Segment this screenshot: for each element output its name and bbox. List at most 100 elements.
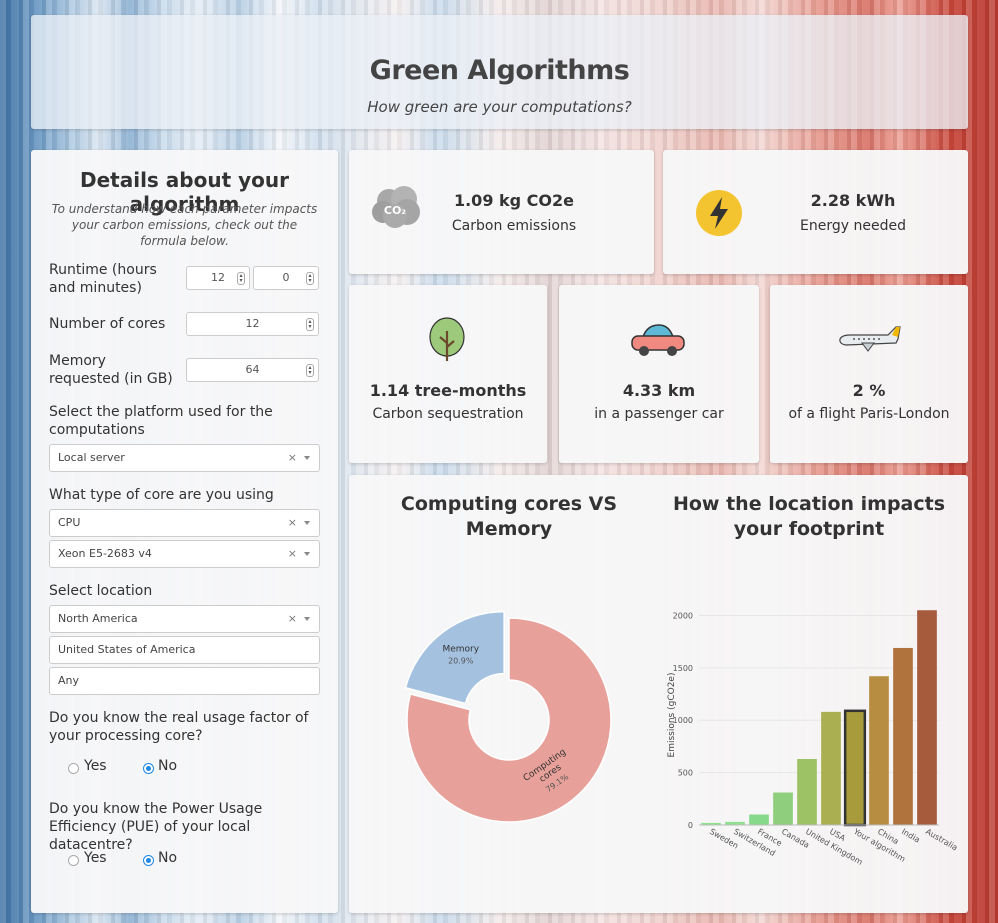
- carbon-emissions-card: CO₂ 1.09 kg CO2e Carbon emissions: [349, 150, 654, 274]
- bar-switzerland: [725, 821, 745, 825]
- flight-caption: of a flight Paris-London: [788, 406, 950, 422]
- cores-spinner-icon[interactable]: ▴ ▾: [306, 318, 314, 331]
- flight-card: 2 % of a flight Paris-London: [770, 285, 968, 463]
- memory-spinner-icon[interactable]: ▴ ▾: [306, 364, 314, 377]
- bar-australia: [917, 610, 937, 825]
- airplane-icon: [839, 326, 901, 352]
- continent-value: North America: [58, 612, 138, 625]
- y-tick-label: 1500: [673, 664, 693, 673]
- platform-label: Select the platform used for the computa…: [49, 404, 273, 438]
- runtime-minutes-value: 0: [282, 271, 290, 284]
- y-tick-label: 0: [688, 821, 693, 830]
- bar-sweden: [701, 822, 721, 825]
- location-label: Select location: [49, 583, 153, 599]
- chevron-down-icon[interactable]: [304, 521, 310, 525]
- cores-input[interactable]: 12 ▴ ▾: [186, 312, 319, 336]
- y-axis-label: Emissions (gCO2e): [667, 673, 677, 758]
- chevron-down-icon[interactable]: [304, 617, 310, 621]
- lightning-icon: [696, 190, 742, 236]
- country-select[interactable]: United States of America: [49, 636, 320, 664]
- bar-canada: [773, 792, 793, 825]
- co2-cloud-icon: CO₂: [372, 186, 420, 228]
- pie-slice-label: Memory 20.9%: [442, 644, 479, 665]
- pue-no-label[interactable]: No: [158, 850, 178, 866]
- core-model-select[interactable]: Xeon E5-2683 v4 ×: [49, 540, 320, 568]
- pie-slice-name: Memory: [442, 644, 479, 654]
- usage-factor-yes-label[interactable]: Yes: [84, 758, 107, 774]
- pie-slice-memory: [404, 610, 505, 705]
- carbon-caption: Carbon emissions: [451, 218, 577, 234]
- bar-china: [869, 676, 889, 825]
- bar-india: [893, 647, 913, 825]
- pue-no-radio[interactable]: [143, 855, 154, 866]
- tree-value: 1.14 tree-months: [369, 381, 527, 400]
- tree-caption: Carbon sequestration: [372, 406, 524, 422]
- cores-label: Number of cores: [49, 316, 166, 332]
- x-tick-label: India: [900, 827, 922, 845]
- co2-icon-text: CO₂: [384, 204, 406, 217]
- carbon-value: 1.09 kg CO2e: [453, 191, 575, 210]
- usage-factor-label: Do you know the real usage factor of you…: [49, 710, 309, 744]
- clear-icon[interactable]: ×: [287, 451, 297, 464]
- car-value: 4.33 km: [622, 381, 696, 400]
- energy-card: 2.28 kWh Energy needed: [663, 150, 968, 274]
- cores-value: 12: [245, 317, 260, 330]
- clear-icon[interactable]: ×: [287, 612, 297, 625]
- car-icon: [631, 324, 685, 356]
- runtime-label: Runtime (hours and minutes): [49, 262, 157, 296]
- app-subtitle: How green are your computations?: [367, 98, 632, 116]
- core-type-label: What type of core are you using: [49, 487, 274, 503]
- bar-united-kingdom: [797, 759, 817, 825]
- y-tick-label: 500: [678, 769, 693, 778]
- runtime-hours-value: 12: [211, 271, 225, 284]
- pue-yes-label[interactable]: Yes: [84, 850, 107, 866]
- y-tick-label: 2000: [673, 611, 693, 620]
- usage-factor-yes-radio[interactable]: [68, 763, 79, 774]
- core-model-value: Xeon E5-2683 v4: [58, 547, 152, 560]
- pie-slice-computing-cores: [406, 617, 612, 823]
- usage-factor-no-radio[interactable]: [143, 763, 154, 774]
- charts-panel: Computing cores VS Memory How the locati…: [349, 475, 968, 913]
- memory-value: 64: [245, 363, 260, 376]
- energy-value: 2.28 kWh: [810, 191, 896, 210]
- pue-yes-radio[interactable]: [68, 855, 79, 866]
- car-distance-card: 4.33 km in a passenger car: [559, 285, 759, 463]
- usage-factor-no-label[interactable]: No: [158, 758, 178, 774]
- bar-france: [749, 814, 769, 825]
- core-type-value: CPU: [58, 516, 81, 529]
- runtime-hours-input[interactable]: 12 ▴ ▾: [186, 266, 250, 290]
- bar-your-algorithm: [843, 709, 867, 827]
- x-tick-label: Australia: [924, 827, 959, 853]
- bar-chart-title: How the location impacts your footprint: [672, 493, 946, 540]
- chevron-down-icon[interactable]: [304, 456, 310, 460]
- form-note: To understand how each parameter impacts…: [51, 202, 318, 248]
- country-value: United States of America: [58, 643, 196, 656]
- region-value: Any: [58, 674, 80, 687]
- form-title: Details about your algorithm: [80, 168, 289, 216]
- hours-spinner-icon[interactable]: ▴ ▾: [237, 272, 245, 285]
- pue-label: Do you know the Power Usage Efficiency (…: [49, 801, 263, 853]
- platform-value: Local server: [58, 451, 125, 464]
- tree-months-card: 1.14 tree-months Carbon sequestration: [349, 285, 547, 463]
- core-type-select[interactable]: CPU ×: [49, 509, 320, 537]
- energy-caption: Energy needed: [800, 218, 906, 234]
- clear-icon[interactable]: ×: [287, 516, 297, 529]
- memory-label: Memory requested (in GB): [49, 353, 173, 387]
- car-caption: in a passenger car: [594, 406, 724, 422]
- pie-chart-title: Computing cores VS Memory: [400, 493, 618, 540]
- platform-select[interactable]: Local server ×: [49, 444, 320, 472]
- pie-slice-percent: 20.9%: [448, 656, 474, 665]
- y-tick-label: 1000: [673, 716, 693, 725]
- continent-select[interactable]: North America ×: [49, 605, 320, 633]
- app-title: Green Algorithms: [369, 55, 630, 86]
- runtime-minutes-input[interactable]: 0 ▴ ▾: [253, 266, 319, 290]
- clear-icon[interactable]: ×: [287, 547, 297, 560]
- memory-input[interactable]: 64 ▴ ▾: [186, 358, 319, 382]
- region-select[interactable]: Any: [49, 667, 320, 695]
- flight-value: 2 %: [852, 381, 886, 400]
- minutes-spinner-icon[interactable]: ▴ ▾: [306, 272, 314, 285]
- bar-usa: [821, 711, 841, 825]
- chevron-down-icon[interactable]: [304, 552, 310, 556]
